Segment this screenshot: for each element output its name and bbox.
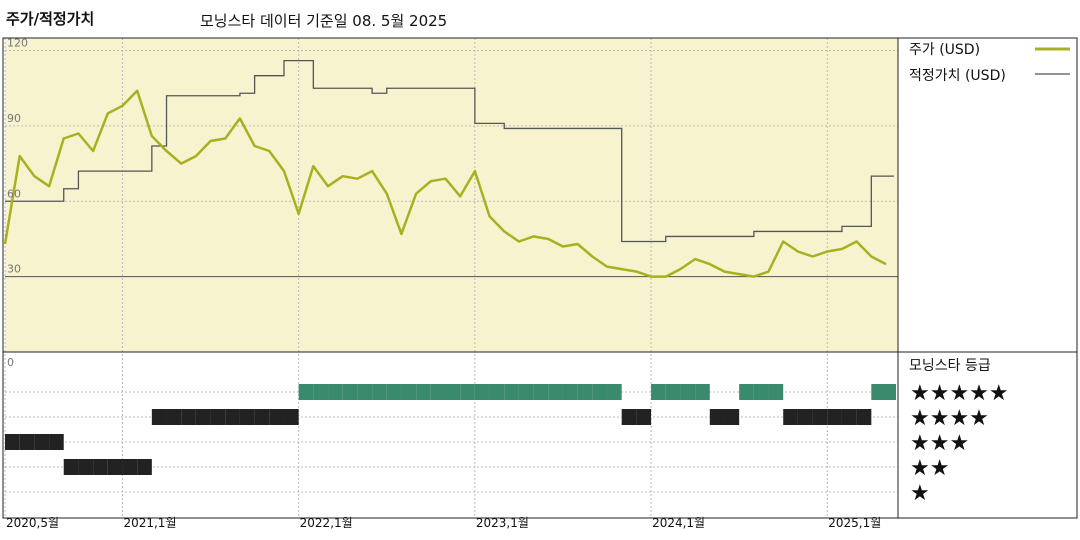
rating-segment bbox=[753, 384, 769, 400]
rating-segment bbox=[166, 409, 182, 425]
rating-segment bbox=[709, 409, 725, 425]
rating-segment bbox=[93, 459, 108, 475]
x-tick-label: 2020,5월 bbox=[6, 516, 59, 530]
rating-segment bbox=[577, 384, 593, 400]
rating-segment bbox=[841, 409, 857, 425]
rating-segment bbox=[871, 384, 886, 400]
rating-segment bbox=[460, 384, 475, 400]
rating-segment bbox=[298, 384, 314, 400]
y-tick-label: 90 bbox=[7, 112, 21, 125]
rating-segment bbox=[372, 384, 387, 400]
rating-segment bbox=[827, 409, 842, 425]
rating-segment bbox=[607, 384, 622, 400]
legend-price-label: 주가 (USD) bbox=[909, 42, 980, 58]
rating-segment bbox=[533, 384, 549, 400]
rating-three-stars: ★★★ bbox=[910, 431, 969, 456]
y-tick-label: 60 bbox=[7, 187, 21, 200]
rating-segment bbox=[107, 459, 123, 475]
rating-segment bbox=[562, 384, 578, 400]
rating-segment bbox=[430, 384, 446, 400]
rating-segment bbox=[504, 384, 519, 400]
rating-segment bbox=[856, 409, 872, 425]
rating-segment bbox=[269, 409, 284, 425]
rating-segment bbox=[239, 409, 255, 425]
rating-segment bbox=[5, 434, 20, 450]
rating-segment bbox=[63, 459, 79, 475]
plot-area bbox=[5, 38, 898, 352]
x-tick-label: 2025,1월 bbox=[828, 516, 881, 530]
rating-segment bbox=[49, 434, 64, 450]
rating-segment bbox=[34, 434, 50, 450]
rating-segment bbox=[812, 409, 828, 425]
legend-fair-label: 적정가치 (USD) bbox=[909, 68, 1006, 84]
chart-frame bbox=[2, 37, 1078, 519]
rating-segment bbox=[445, 384, 461, 400]
rating-segment bbox=[225, 409, 240, 425]
rating-segment bbox=[724, 409, 740, 425]
rating-segment bbox=[416, 384, 431, 400]
x-tick-label: 2022,1월 bbox=[300, 516, 353, 530]
rating-segment bbox=[78, 459, 94, 475]
rating-segment bbox=[797, 409, 813, 425]
rating-segment bbox=[548, 384, 563, 400]
rating-segment bbox=[313, 384, 329, 400]
rating-segment bbox=[328, 384, 343, 400]
rating-four-stars: ★★★★ bbox=[910, 406, 989, 431]
rating-segment bbox=[357, 384, 373, 400]
price-line bbox=[3, 89, 887, 278]
rating-segment bbox=[621, 409, 637, 425]
rating-segment bbox=[739, 384, 754, 400]
rating-segment bbox=[636, 409, 652, 425]
rating-segment bbox=[254, 409, 270, 425]
fair-value-line bbox=[5, 59, 894, 243]
rating-segment bbox=[768, 384, 784, 400]
rating-segment bbox=[886, 384, 896, 400]
y-tick-label: 120 bbox=[7, 37, 28, 50]
x-tick-label: 2021,1월 bbox=[123, 516, 176, 530]
rating-segment bbox=[401, 384, 417, 400]
rating-segment bbox=[151, 409, 167, 425]
rating-segment bbox=[489, 384, 505, 400]
rating-segment bbox=[181, 409, 196, 425]
x-tick-label: 2024,1월 bbox=[652, 516, 705, 530]
rating-segment bbox=[386, 384, 402, 400]
rating-segment bbox=[19, 434, 35, 450]
chart-title: 주가/적정가치 bbox=[6, 10, 95, 28]
chart-subtitle: 모닝스타 데이터 기준일 08. 5월 2025 bbox=[200, 12, 448, 30]
rating-segment bbox=[474, 384, 490, 400]
rating-one-star: ★ bbox=[910, 481, 930, 506]
rating-two-stars: ★★ bbox=[910, 456, 949, 481]
rating-segment bbox=[680, 384, 696, 400]
rating-segment bbox=[651, 384, 666, 400]
rating-five-stars: ★★★★★ bbox=[910, 381, 1009, 406]
y-tick-label: 30 bbox=[7, 263, 21, 276]
rating-segment bbox=[122, 459, 138, 475]
rating-segment bbox=[283, 409, 299, 425]
rating-segment bbox=[137, 459, 152, 475]
rating-panel-title: 모닝스타 등급 bbox=[909, 358, 991, 374]
rating-segment bbox=[665, 384, 681, 400]
x-tick-label: 2023,1월 bbox=[476, 516, 529, 530]
rating-segment bbox=[342, 384, 358, 400]
rating-segment bbox=[695, 384, 710, 400]
rating-segment bbox=[783, 409, 798, 425]
y-tick-label: 0 bbox=[7, 356, 14, 369]
rating-segment bbox=[195, 409, 211, 425]
rating-segment bbox=[518, 384, 534, 400]
rating-segment bbox=[210, 409, 226, 425]
rating-segment bbox=[592, 384, 608, 400]
